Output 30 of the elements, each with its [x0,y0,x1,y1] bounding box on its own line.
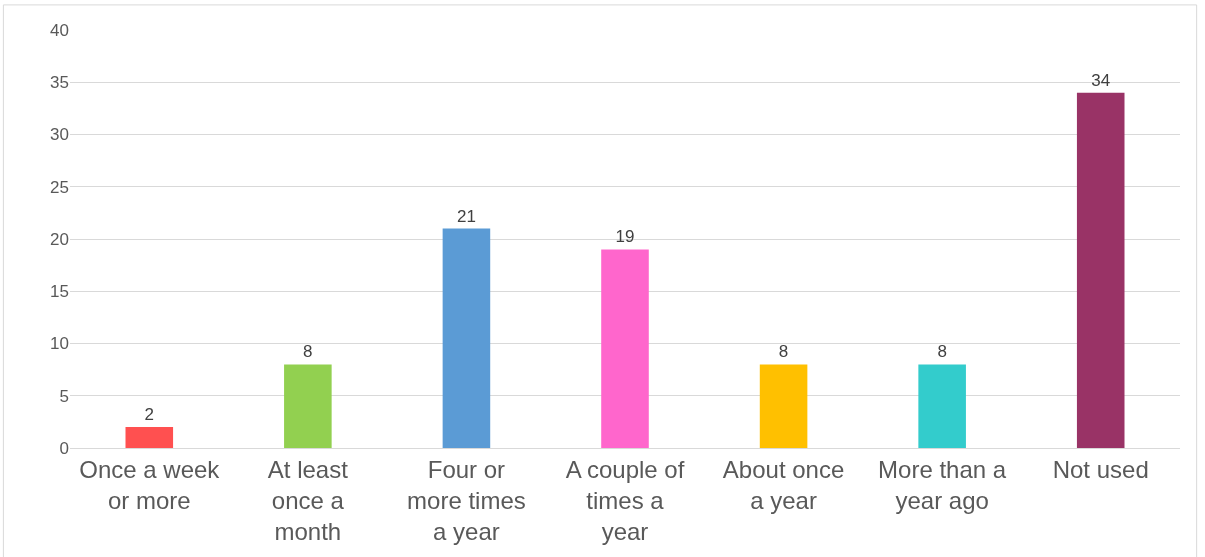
x-tick-label: Once a week or more [79,455,221,514]
y-tick-label: 30 [50,125,69,145]
x-tick-label: At least once a month [267,455,349,546]
bar [601,249,649,448]
data-label: 8 [303,342,313,362]
data-label: 8 [937,342,947,362]
y-tick-label: 40 [50,20,69,40]
y-tick-label: 5 [59,386,69,406]
y-tick-label: 15 [50,282,69,302]
x-tick-label: Not used [1052,455,1149,483]
bar [918,364,966,448]
bar [125,427,174,448]
x-tick-label: A couple of times a year [565,455,685,546]
bar [1076,92,1125,448]
x-tick-label: More than a year ago [878,455,1007,514]
data-label: 19 [615,227,635,247]
x-tick-label: About once a year [722,455,845,514]
bar [759,364,808,448]
y-tick-label: 20 [50,229,69,249]
y-tick-label: 25 [50,177,69,197]
x-tick-label: Four or more times a year [407,455,526,546]
bar [442,228,491,448]
bar [284,364,332,448]
y-tick-label: 0 [59,438,69,458]
data-label: 34 [1091,70,1111,90]
y-tick-label: 10 [50,334,69,354]
y-tick-label: 35 [50,73,69,93]
data-label: 2 [144,405,155,425]
data-label: 21 [456,206,476,226]
data-label: 8 [778,342,789,362]
